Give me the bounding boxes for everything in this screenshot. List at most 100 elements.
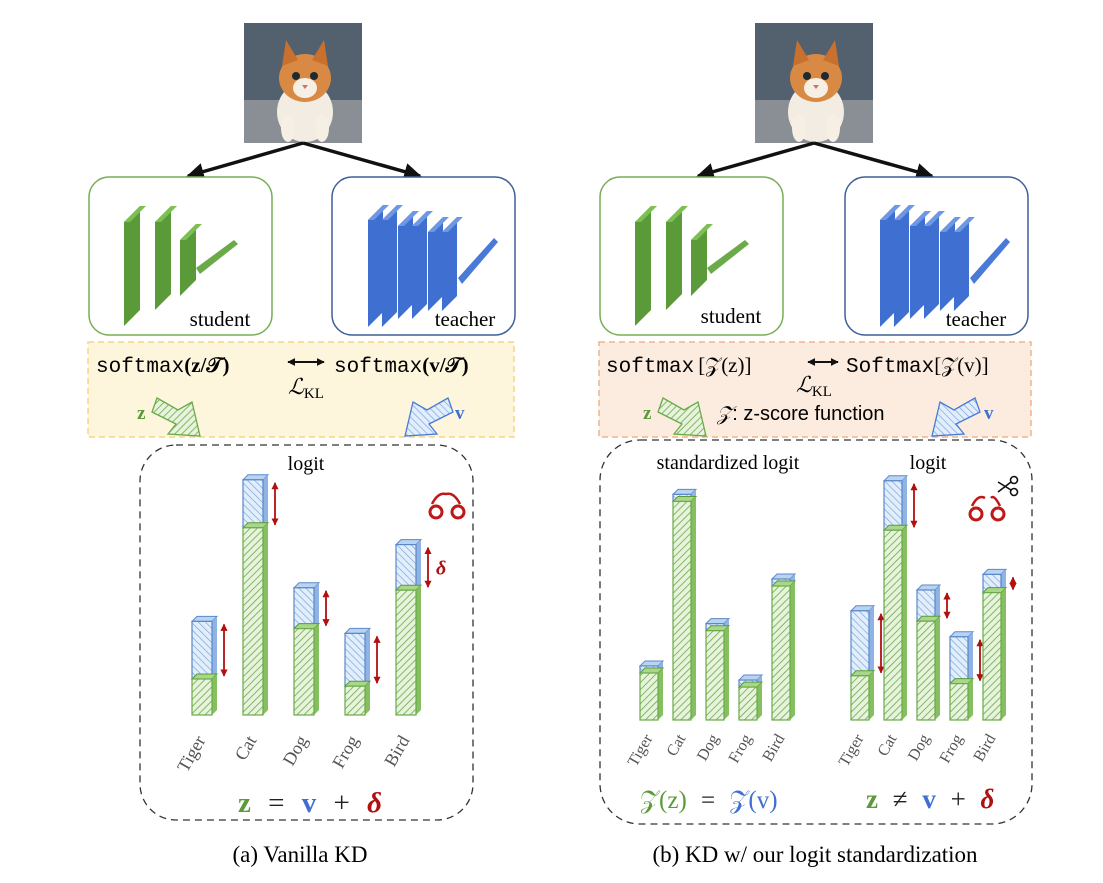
v-down-arrow xyxy=(404,397,454,437)
teacher-bar-dog xyxy=(293,587,315,630)
student-bar-tiger xyxy=(191,678,213,716)
student-bar-side-dog xyxy=(935,616,940,720)
teacher-bar-bird xyxy=(395,543,417,591)
student-bar-bird xyxy=(395,589,417,716)
student-bar-tiger xyxy=(850,675,870,721)
student-bar-side-cat xyxy=(263,522,268,715)
panel-b: student teacher softmax [𝒵(z)] ℒKL Softma… xyxy=(598,23,1033,867)
teacher-bar-cat xyxy=(883,480,903,531)
softmax-formula-right: softmax(v/𝒯) xyxy=(334,353,469,379)
teacher-label: teacher xyxy=(435,307,496,331)
category-label-frog: Frog xyxy=(937,732,967,767)
teacher-bar-frog xyxy=(949,636,969,685)
z-down-arrow xyxy=(151,397,201,437)
teacher-bar-frog xyxy=(344,632,366,687)
formula-box xyxy=(87,341,515,438)
v-arrow-label-b: v xyxy=(984,403,994,424)
equation-a: z = v + δ xyxy=(238,787,382,819)
zscore-definition: 𝒵: z-score function xyxy=(716,403,885,425)
logit-chart-title: logit xyxy=(288,453,325,475)
category-label-tiger: Tiger xyxy=(173,732,210,775)
category-label-frog: Frog xyxy=(726,732,756,767)
handcuffs-icon xyxy=(428,492,466,520)
student-bar-side-bird xyxy=(416,585,421,715)
student-bar-side-tiger xyxy=(212,674,217,715)
softmax-formula-right-b: Softmax[𝒵(v)] xyxy=(846,353,989,379)
teacher-label-b: teacher xyxy=(946,307,1007,331)
category-label-dog: Dog xyxy=(694,732,723,764)
student-label-b: student xyxy=(701,304,762,328)
caption-b: (b) KD w/ our logit standardization xyxy=(652,842,978,867)
equation-b-left: 𝒵(z) = 𝒵(v) xyxy=(640,787,778,814)
student-bar-frog xyxy=(344,685,366,716)
student-network-icon-b xyxy=(635,206,749,326)
panel-a: student teacher softmax(z/𝒯) ℒKL softmax… xyxy=(87,23,516,867)
student-bar-side-tiger xyxy=(869,670,874,720)
cut-handcuffs-icon xyxy=(968,475,1019,522)
student-bar-cat xyxy=(672,500,692,721)
student-bar-bird xyxy=(982,591,1002,721)
teacher-bar-side-tiger xyxy=(869,605,874,676)
standardized-logit-chart: Tiger Cat Dog Frog Bird xyxy=(625,488,797,770)
chart-box-b xyxy=(599,439,1033,825)
teacher-bar-side-dog xyxy=(935,585,940,622)
student-bar-frog xyxy=(949,682,969,721)
student-bar-side-tiger xyxy=(658,668,663,720)
teacher-bar-cat xyxy=(242,479,264,529)
teacher-bar-side-cat xyxy=(263,474,268,528)
softmax-formula-left-b: softmax [𝒵(z)] xyxy=(606,353,752,379)
category-label-bird: Bird xyxy=(971,732,1000,765)
teacher-bar-side-dog xyxy=(314,582,319,629)
z-down-arrow-b xyxy=(657,397,707,437)
teacher-bar-side-frog xyxy=(365,628,370,687)
student-bar-side-cat xyxy=(902,525,907,720)
category-label-tiger: Tiger xyxy=(625,731,657,770)
category-label-dog: Dog xyxy=(905,732,934,764)
student-bar-tiger xyxy=(639,672,659,721)
student-bar-side-cat xyxy=(691,496,696,720)
teacher-bar-side-cat xyxy=(902,475,907,531)
student-bar-dog xyxy=(705,630,725,721)
student-bar-side-dog xyxy=(314,623,319,715)
category-label-bird: Bird xyxy=(380,732,413,770)
student-bar-side-dog xyxy=(724,625,729,720)
student-bar-side-frog xyxy=(757,682,762,720)
teacher-network-icon-b xyxy=(880,205,1010,327)
student-bar-cat xyxy=(242,527,264,716)
category-label-dog: Dog xyxy=(279,732,312,769)
logit-chart-box xyxy=(139,444,474,821)
z-arrow-label: z xyxy=(137,403,146,424)
teacher-bar-side-bird xyxy=(1001,569,1006,593)
teacher-bar-tiger xyxy=(191,620,213,680)
student-network-icon xyxy=(124,206,238,326)
teacher-network-icon xyxy=(368,205,498,327)
category-label-cat: Cat xyxy=(875,731,901,759)
logit-chart-b: Tiger Cat Dog Frog Bird xyxy=(836,475,1017,770)
category-label-cat: Cat xyxy=(231,732,261,764)
equation-b-right: z ≠ v + δ xyxy=(866,784,995,814)
kitten-image xyxy=(244,23,362,143)
z-arrow-label-b: z xyxy=(643,403,652,424)
arrow-to-student-b xyxy=(696,141,815,181)
student-bar-side-frog xyxy=(968,678,973,720)
student-bar-bird xyxy=(771,585,791,721)
arrow-to-student xyxy=(186,141,304,181)
student-bar-side-bird xyxy=(790,581,795,720)
kl-loss-symbol-b: ℒKL xyxy=(796,372,832,400)
logit-chart-title-b: logit xyxy=(910,452,947,474)
caption-a: (a) Vanilla KD xyxy=(233,842,368,867)
student-bar-side-bird xyxy=(1001,587,1006,720)
teacher-bar-tiger xyxy=(850,610,870,677)
v-down-arrow-b xyxy=(931,397,981,437)
teacher-bar-side-frog xyxy=(968,631,973,684)
std-chart-title: standardized logit xyxy=(657,452,800,474)
kitten-image-b xyxy=(755,23,873,143)
softmax-formula-left: softmax(z/𝒯) xyxy=(96,353,229,379)
student-bar-cat xyxy=(883,529,903,721)
v-arrow-label: v xyxy=(455,403,465,424)
category-label-bird: Bird xyxy=(760,732,789,765)
category-label-cat: Cat xyxy=(664,731,690,759)
student-bar-dog xyxy=(293,627,315,716)
student-bar-frog xyxy=(738,686,758,721)
